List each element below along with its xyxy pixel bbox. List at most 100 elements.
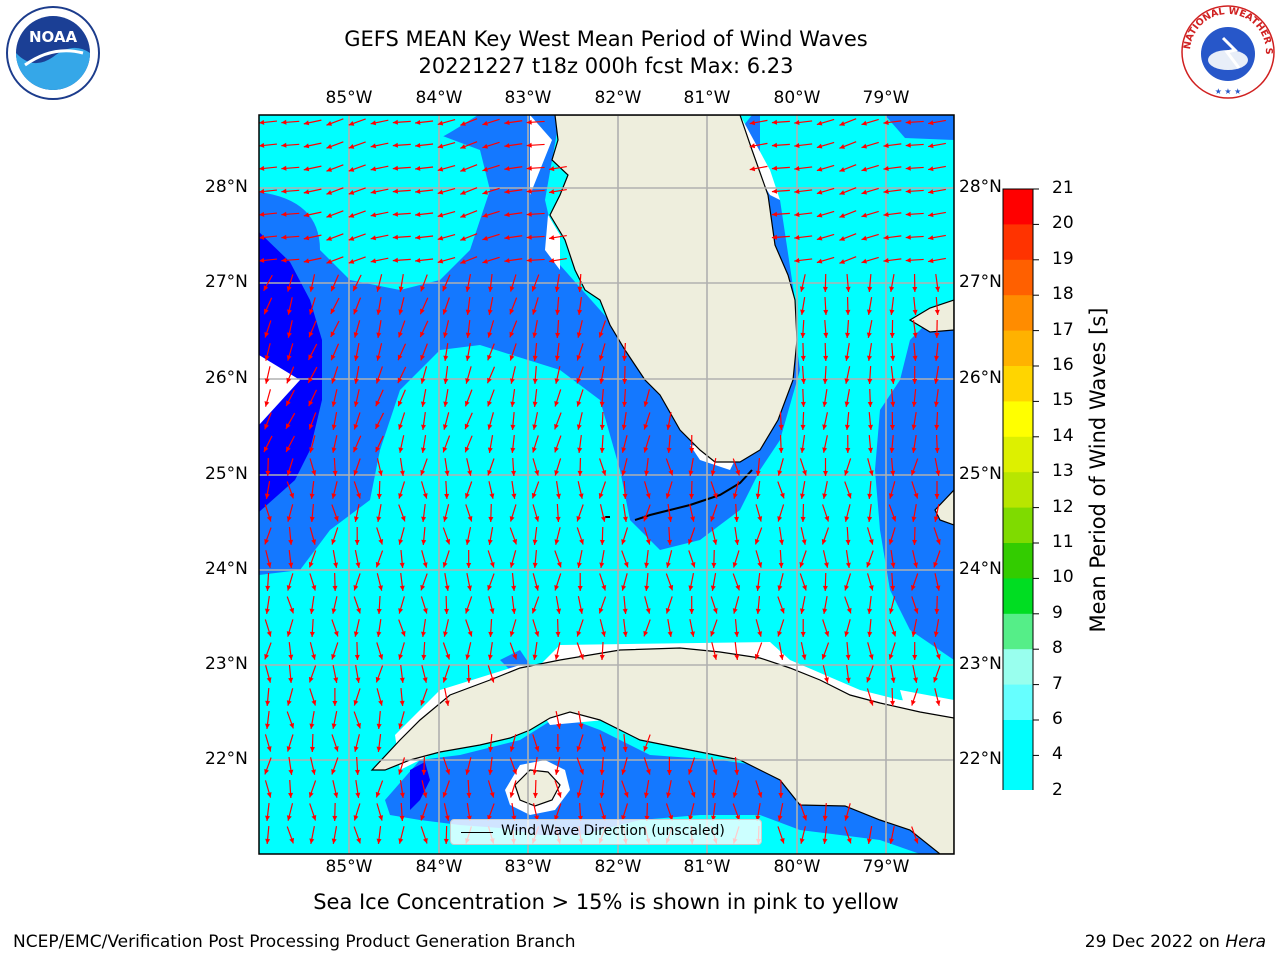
wave-direction-arrow [577,273,583,293]
wave-direction-arrow [845,664,851,684]
wave-direction-arrow [754,642,763,660]
wave-direction-arrow [353,596,361,614]
wave-direction-arrow [548,234,567,241]
wave-direction-arrow [444,573,450,591]
wave-direction-arrow [866,550,874,568]
wave-direction-arrow [822,412,828,430]
wave-direction-arrow [331,435,338,453]
wave-direction-arrow [303,165,322,172]
land-areas [370,115,954,854]
wave-direction-arrow [532,342,538,362]
wave-direction-arrow [482,164,500,172]
wave-direction-arrow [376,480,382,500]
wave-direction-arrow [934,458,941,476]
wave-direction-arrow [309,297,316,315]
wave-direction-arrow [665,481,673,499]
wave-direction-arrow [421,412,427,430]
wave-direction-arrow [526,257,545,263]
wave-direction-arrow [883,212,902,217]
wave-direction-arrow [844,619,851,637]
wave-direction-arrow [398,711,405,729]
latitude-label-left: 25°N [205,464,248,484]
wave-direction-arrow [866,527,874,545]
wave-direction-arrow [890,365,896,385]
longitude-label-top: 80°W [773,88,821,108]
wave-direction-arrow [397,389,406,407]
wave-direction-arrow [419,320,429,338]
wave-direction-arrow [332,802,338,822]
wave-direction-arrow [911,619,918,637]
wave-direction-arrow [576,504,584,522]
wave-direction-arrow [442,665,450,683]
wave-direction-arrow [666,412,672,430]
wave-direction-arrow [465,596,473,614]
wave-direction-arrow [285,389,295,407]
wave-direction-arrow [376,710,382,730]
wave-direction-arrow [800,297,806,315]
wave-direction-arrow [465,481,473,499]
wave-direction-arrow [643,504,651,522]
wave-direction-arrow [890,665,896,683]
wave-direction-arrow [443,320,450,338]
colorbar-tick-label: 12 [1052,496,1074,517]
wave-direction-arrow [911,596,919,614]
wave-direction-arrow [286,297,293,315]
wave-direction-arrow [554,527,561,545]
wave-direction-arrow [509,297,518,315]
wave-direction-arrow [460,256,478,264]
wave-direction-arrow [332,687,338,707]
wave-direction-arrow [845,319,851,339]
wave-direction-arrow [398,826,405,844]
latitude-label-left: 24°N [205,559,248,579]
colorbar-tick-label: 9 [1052,602,1063,623]
wave-direction-arrow [755,480,761,500]
wave-direction-arrow [688,573,695,591]
wave-direction-arrow [420,458,428,476]
wave-direction-arrow [376,458,383,476]
cuba-island [370,647,954,854]
wave-direction-arrow [398,297,405,315]
wave-direction-arrow [578,711,584,729]
wave-direction-arrow [330,320,340,338]
wave-direction-arrow [710,458,717,476]
wave-direction-arrow [265,710,270,730]
wind-wave-direction-arrows [259,118,946,845]
wave-direction-arrow [844,826,852,844]
wave-direction-arrow [348,210,366,218]
wave-direction-arrow [510,411,516,431]
wave-direction-arrow [577,596,584,614]
wave-direction-arrow [465,296,471,316]
wave-direction-arrow [437,165,456,172]
wave-direction-arrow [504,143,523,149]
wave-direction-arrow [265,825,271,845]
colorbar [1002,188,1039,790]
wave-direction-arrow [800,411,806,431]
wave-direction-arrow [309,527,317,545]
colorbar-segment [1003,472,1033,509]
wave-direction-arrow [286,826,295,844]
colorbar-segment [1003,720,1033,756]
wave-direction-arrow [376,803,384,821]
wave-direction-arrow [911,481,919,499]
wave-direction-arrow [933,665,941,683]
wave-direction-arrow [754,527,763,545]
wave-direction-arrow [867,434,873,454]
wave-direction-arrow [487,320,495,338]
colorbar-tick-label: 21 [1052,178,1074,198]
wave-direction-arrow [888,596,896,614]
wave-direction-arrow [398,596,405,614]
wave-direction-arrow [309,458,317,476]
wave-direction-arrow [309,803,317,821]
wave-direction-arrow [816,141,835,149]
legend-line-symbol [461,832,493,833]
wave-direction-arrow [437,119,456,126]
longitude-label-bottom: 80°W [773,857,821,877]
wave-direction-arrow [933,366,940,384]
wave-direction-arrow [307,343,318,361]
wave-direction-arrow [375,389,384,407]
wave-direction-arrow [487,458,495,476]
wave-direction-arrow [303,119,322,126]
wave-direction-arrow [331,389,338,407]
wave-direction-arrow [264,734,272,752]
wave-direction-arrow [326,187,344,195]
